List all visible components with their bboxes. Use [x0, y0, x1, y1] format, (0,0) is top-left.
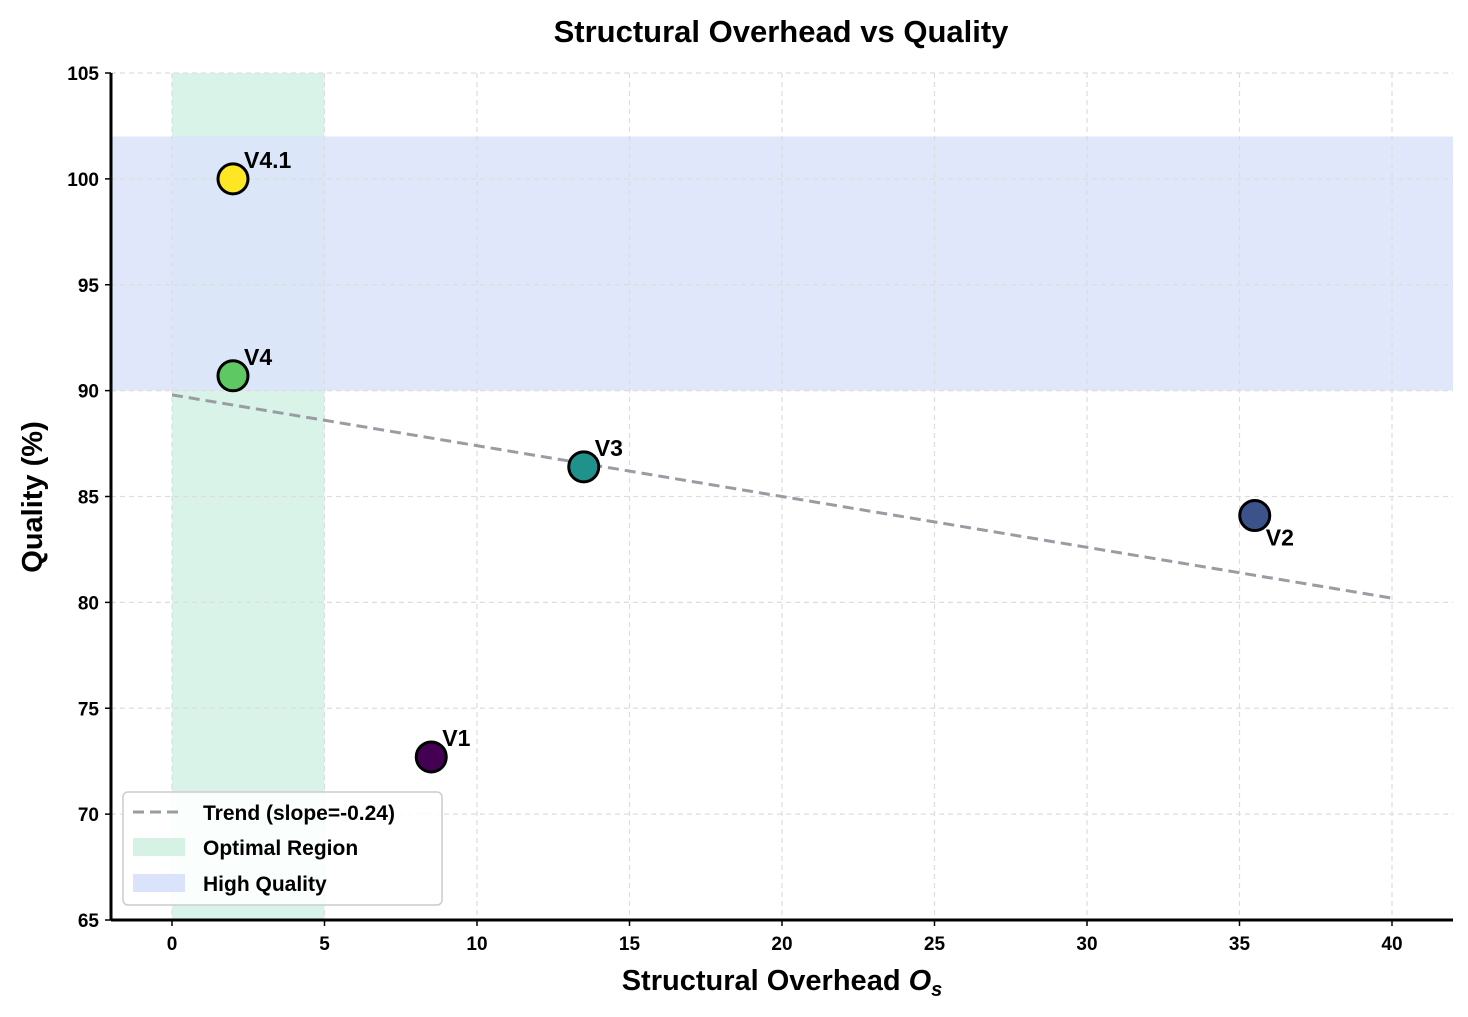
x-tick-label: 10	[466, 934, 487, 955]
y-tick-label: 90	[78, 382, 99, 403]
y-tick-label: 80	[78, 593, 99, 614]
legend-box	[122, 791, 443, 906]
point-label: V4	[244, 344, 272, 370]
x-axis-label: Structural Overhead Os	[622, 965, 943, 1001]
x-tick-label: 40	[1381, 934, 1402, 955]
y-tick-label: 75	[78, 699, 100, 720]
y-tick-label: 70	[78, 805, 99, 826]
point-label: V2	[1266, 525, 1294, 551]
y-axis-label: Quality (%)	[17, 421, 49, 572]
legend: Trend (slope=-0.24) Optimal Region High …	[122, 791, 443, 906]
x-tick-label: 0	[167, 934, 178, 955]
data-point-v4	[216, 359, 250, 393]
y-tick-label: 100	[67, 170, 99, 191]
x-tick-label: 15	[619, 934, 641, 955]
data-point-v4-1	[216, 162, 250, 196]
y-tick-label: 95	[78, 276, 100, 297]
legend-trend-label: Trend (slope=-0.24)	[203, 802, 395, 825]
x-axis-label-text: Structural Overhead	[622, 965, 909, 997]
x-axis-label-sub: s	[931, 979, 942, 1001]
x-tick-label: 25	[924, 934, 946, 955]
y-tick-label: 105	[67, 64, 99, 85]
y-tick-label: 65	[78, 911, 100, 932]
x-tick-label: 30	[1076, 934, 1097, 955]
data-point-v2	[1238, 499, 1272, 533]
legend-high-quality-label: High Quality	[203, 873, 327, 896]
point-label: V3	[595, 435, 623, 461]
x-axis-label-math: O	[909, 965, 932, 997]
point-label: V1	[442, 725, 470, 751]
point-label: V4.1	[244, 147, 292, 173]
legend-optimal-label: Optimal Region	[203, 837, 358, 860]
y-tick-label: 85	[78, 488, 100, 509]
trend-line	[171, 393, 1393, 600]
x-tick-label: 20	[771, 934, 792, 955]
legend-optimal-swatch	[133, 838, 185, 856]
x-tick-label: 35	[1229, 934, 1251, 955]
legend-high-quality-swatch	[133, 874, 185, 892]
chart-title: Structural Overhead vs Quality	[554, 14, 1010, 49]
x-tick-label: 5	[319, 934, 330, 955]
data-point-v1	[414, 740, 448, 774]
data-point-v3	[567, 450, 601, 484]
